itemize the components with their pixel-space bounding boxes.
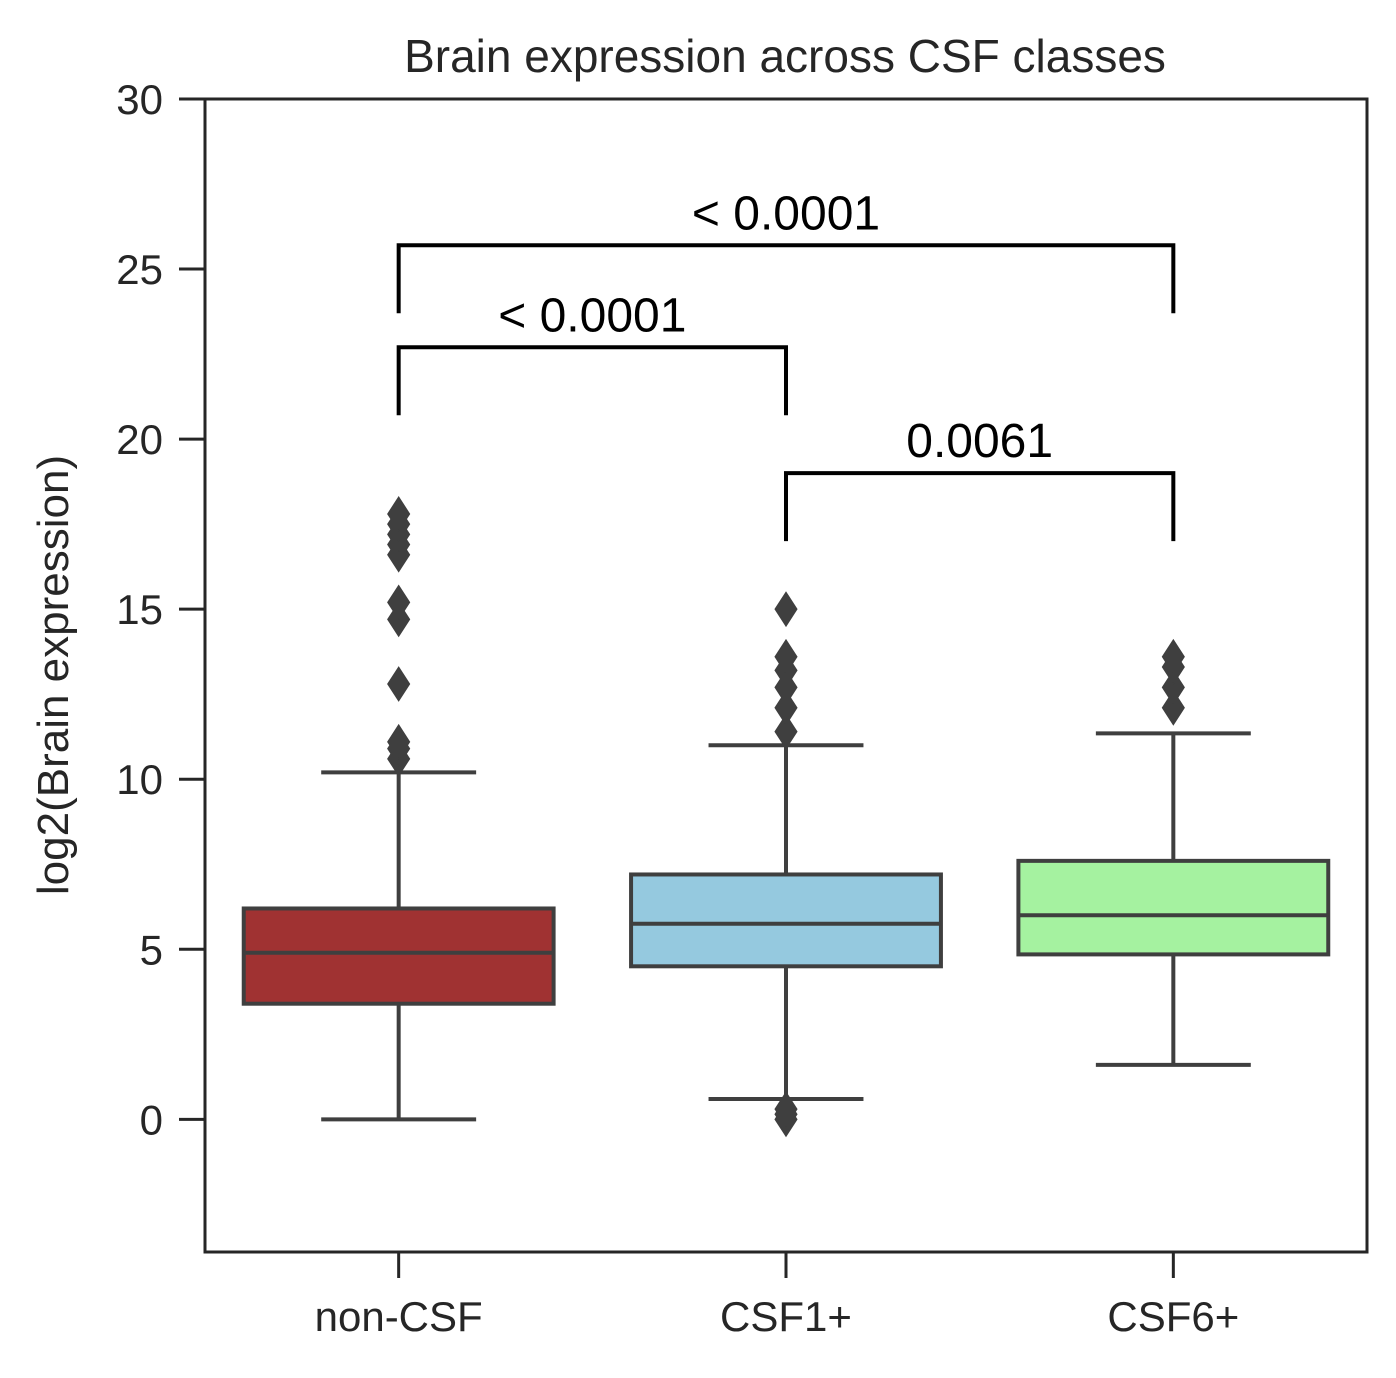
significance-label: < 0.0001 <box>692 187 880 240</box>
y-tick-label: 25 <box>116 246 163 293</box>
significance-bracket <box>396 243 1176 314</box>
outlier-point <box>1161 669 1185 706</box>
significance-bracket <box>396 345 788 416</box>
y-tick-label: 0 <box>140 1096 163 1143</box>
plot-area: 0 5 10 15 20 25 30 non-CSF CSF1+ CSF6+ < 0.0001< 0… <box>116 76 1369 1340</box>
x-tick-label: CSF1+ <box>720 1293 852 1340</box>
box-csf1- <box>629 872 943 969</box>
x-tick-label: non-CSF <box>315 1293 483 1340</box>
box-non-csf <box>241 906 556 1006</box>
outlier-point <box>387 666 411 702</box>
y-tick-label: 30 <box>116 76 163 123</box>
chart-title: Brain expression across CSF classes <box>404 30 1166 82</box>
outlier-point <box>387 723 411 760</box>
y-tick-label: 20 <box>116 416 163 463</box>
significance-label: < 0.0001 <box>498 289 686 342</box>
outlier-point <box>774 591 798 628</box>
outlier-point <box>774 689 798 726</box>
outlier-point <box>774 638 798 675</box>
outlier-point <box>387 584 411 621</box>
significance-label: 0.0061 <box>906 415 1053 468</box>
y-tick-label: 15 <box>116 586 163 633</box>
outlier-point <box>387 496 411 532</box>
significance-bracket <box>784 471 1176 542</box>
outlier-point <box>774 1091 798 1128</box>
y-tick-label: 10 <box>116 756 163 803</box>
outlier-point <box>774 713 798 750</box>
x-tick-label: CSF6+ <box>1107 1293 1239 1340</box>
y-axis-label: log2(Brain expression) <box>29 455 78 895</box>
outlier-point <box>1161 689 1185 726</box>
box-csf6- <box>1016 858 1331 957</box>
y-tick-label: 5 <box>140 926 163 973</box>
outlier-point <box>1161 638 1185 675</box>
